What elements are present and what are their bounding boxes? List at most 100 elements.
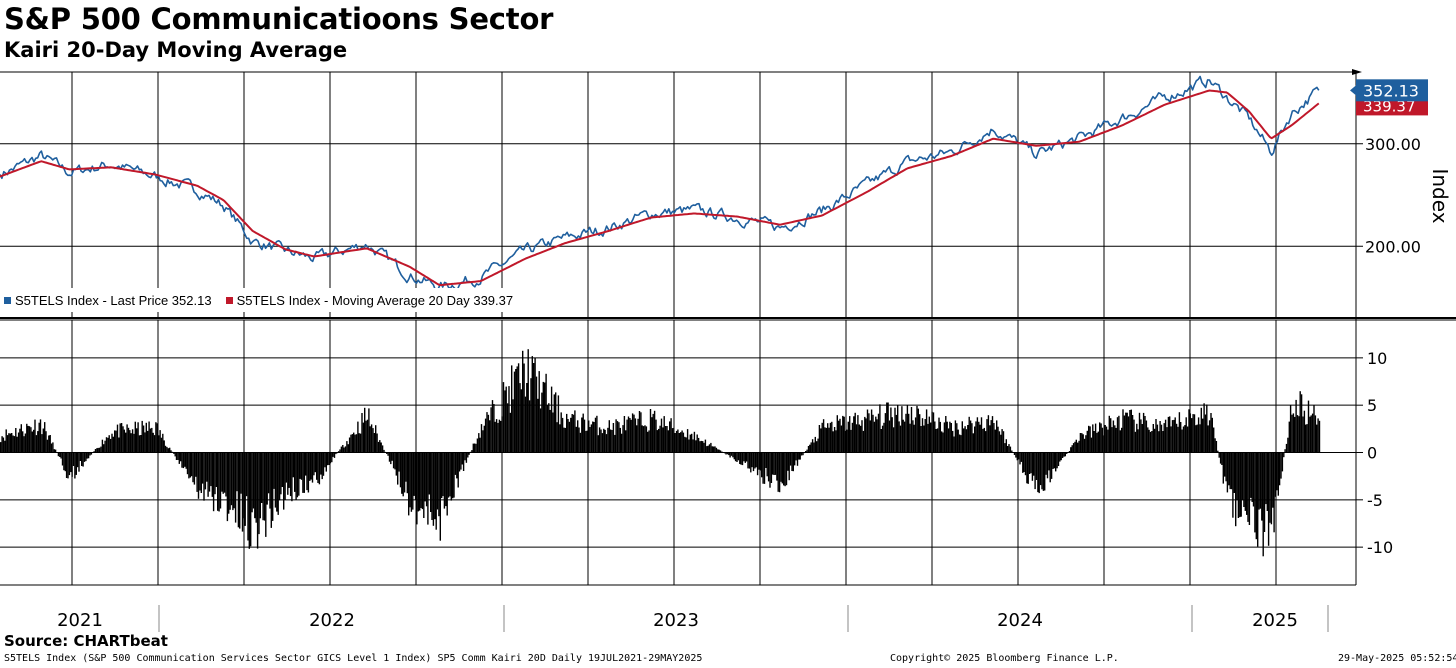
kairi-bar: [1305, 424, 1307, 453]
kairi-bar: [1169, 416, 1171, 453]
kairi-bar: [211, 452, 213, 497]
kairi-bar: [103, 444, 105, 453]
kairi-bar: [204, 452, 207, 490]
kairi-bar: [870, 409, 873, 453]
kairi-bar: [994, 429, 996, 453]
kairi-bar: [600, 429, 602, 453]
kairi-bar: [803, 452, 805, 454]
kairi-bar: [302, 452, 304, 493]
kairi-bar: [108, 435, 110, 453]
ylabel-index: Index: [1428, 168, 1452, 223]
kairi-bar: [675, 430, 678, 453]
kairi-bar: [207, 452, 209, 497]
kairi-bar: [38, 422, 40, 453]
kairi-bar: [1241, 452, 1244, 501]
kairi-bar: [1292, 413, 1295, 453]
kairi-bar: [886, 402, 888, 453]
kairi-bar: [447, 452, 450, 498]
kairi-bar: [1224, 452, 1226, 477]
kairi-bar: [287, 452, 289, 495]
kairi-bar: [185, 452, 187, 469]
kairi-bar: [469, 451, 472, 453]
kairi-bar: [490, 407, 492, 453]
kairi-bar: [1222, 452, 1224, 484]
kairi-bar: [538, 371, 540, 453]
kairi-bar: [446, 452, 448, 516]
kairi-bar: [387, 452, 389, 456]
kairi-bar: [1126, 412, 1128, 453]
kairi-bar: [1085, 435, 1087, 453]
kairi-bar: [976, 417, 979, 453]
kairi-bar: [350, 434, 352, 453]
kairi-bar: [126, 424, 128, 453]
xtick-label-2023: 2023: [653, 610, 699, 631]
kairi-bar: [300, 452, 303, 480]
kairi-bar: [28, 426, 31, 453]
kairi-bar: [719, 450, 722, 453]
kairi-bar: [368, 408, 370, 453]
kairi-bar: [659, 425, 661, 453]
kairi-bar: [381, 445, 384, 453]
kairi-bar: [1181, 429, 1183, 453]
kairi-bar: [1186, 426, 1189, 453]
kairi-bar: [1060, 452, 1062, 461]
kairi-bar: [438, 452, 440, 517]
kairi-bar: [1119, 430, 1121, 453]
kairi-bar: [449, 452, 451, 497]
kairi-bar: [971, 423, 973, 453]
kairi-bar: [357, 421, 359, 453]
kairi-bar: [767, 452, 770, 482]
kairi-bar: [1210, 413, 1212, 453]
kairi-bar: [640, 412, 642, 453]
kairi-bar: [392, 452, 395, 469]
kairi-bar: [1153, 428, 1156, 453]
kairi-bar: [748, 452, 751, 469]
kairi-bar: [175, 452, 178, 460]
kairi-bar: [252, 452, 255, 509]
kairi-bar: [1295, 399, 1297, 453]
kairi-bar: [50, 443, 53, 453]
kairi-bar: [700, 440, 702, 453]
kairi-bar: [908, 413, 910, 453]
kairi-bar: [105, 437, 108, 453]
kairi-bar: [399, 452, 402, 488]
kairi-bar: [137, 422, 139, 453]
kairi-bar: [361, 413, 363, 453]
kairi-bar: [975, 421, 977, 453]
kairi-bar: [1160, 424, 1163, 453]
kairi-bar: [627, 416, 630, 453]
kairi-bar: [1228, 452, 1230, 486]
kairi-bar: [166, 446, 168, 453]
kairi-bar: [575, 426, 577, 453]
kairi-bar: [967, 425, 969, 453]
kairi-bar: [1057, 452, 1060, 466]
kairi-bar: [1038, 452, 1040, 494]
kairi-bar: [611, 430, 613, 453]
kairi-bar: [652, 413, 654, 453]
kairi-bar: [344, 446, 347, 453]
kairi-bar: [261, 452, 263, 503]
kairi-bar: [1033, 452, 1035, 476]
kairi-bar: [1204, 414, 1207, 453]
kairi-bar: [456, 452, 458, 479]
kairi-bar: [686, 429, 689, 453]
kairi-bar: [528, 400, 531, 453]
kairi-bar: [527, 349, 529, 453]
kairi-bar: [692, 439, 694, 453]
kairi-bar: [41, 434, 43, 453]
kairi-bar: [1213, 427, 1215, 453]
kairi-bar: [615, 419, 617, 453]
kairi-bar: [796, 452, 799, 466]
kairi-bar: [12, 435, 14, 453]
kairi-bar: [366, 419, 369, 453]
kairi-bar: [237, 452, 240, 528]
kairi-bar: [1270, 452, 1273, 525]
kairi-bar: [1162, 431, 1164, 453]
kairi-bar: [899, 425, 902, 453]
kairi-bar: [142, 425, 145, 453]
kairi-bar: [1107, 429, 1109, 453]
kairi-bar: [773, 452, 775, 475]
kairi-bar: [1122, 409, 1124, 453]
kairi-bar: [512, 399, 514, 453]
kairi-bar: [732, 452, 734, 458]
